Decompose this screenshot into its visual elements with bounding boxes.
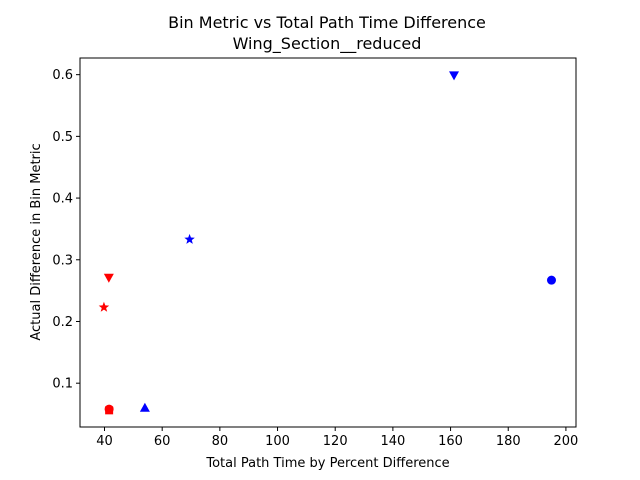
data-point-star bbox=[184, 233, 195, 244]
x-tick-label: 120 bbox=[323, 434, 348, 449]
x-tick-label: 180 bbox=[496, 434, 521, 449]
x-axis-label: Total Path Time by Percent Difference bbox=[205, 456, 449, 471]
data-point-square bbox=[105, 406, 114, 415]
plot-frame bbox=[79, 57, 577, 428]
y-tick-label: 0.4 bbox=[52, 192, 73, 207]
y-tick-label: 0.3 bbox=[52, 253, 73, 268]
data-point-circle bbox=[546, 275, 556, 285]
chart-title: Bin Metric vs Total Path Time Difference bbox=[168, 13, 486, 32]
y-tick-label: 0.2 bbox=[52, 315, 73, 330]
y-tick-label: 0.1 bbox=[52, 377, 73, 392]
x-tick-label: 140 bbox=[380, 434, 405, 449]
plot-area: 40 60 80 100 120 140 160 180 200 0.1 0.2 0.3 0.4 0.5 0… bbox=[52, 57, 578, 449]
y-tick-label: 0.6 bbox=[52, 68, 73, 83]
x-tick-label: 160 bbox=[438, 434, 463, 449]
x-tick-label: 100 bbox=[265, 434, 290, 449]
data-point-star bbox=[98, 301, 110, 312]
data-point-triangle-down bbox=[449, 71, 460, 81]
y-tick-label: 0.5 bbox=[52, 130, 73, 145]
x-tick-label: 40 bbox=[96, 434, 113, 449]
x-tick-label: 200 bbox=[553, 434, 578, 449]
data-point-triangle-up bbox=[139, 402, 150, 412]
chart-subtitle: Wing_Section__reduced bbox=[233, 34, 422, 54]
x-tick-label: 80 bbox=[212, 434, 229, 449]
data-point-triangle-down bbox=[103, 273, 114, 283]
y-axis-label: Actual Difference in Bin Metric bbox=[29, 143, 44, 340]
x-tick-label: 60 bbox=[154, 434, 171, 449]
